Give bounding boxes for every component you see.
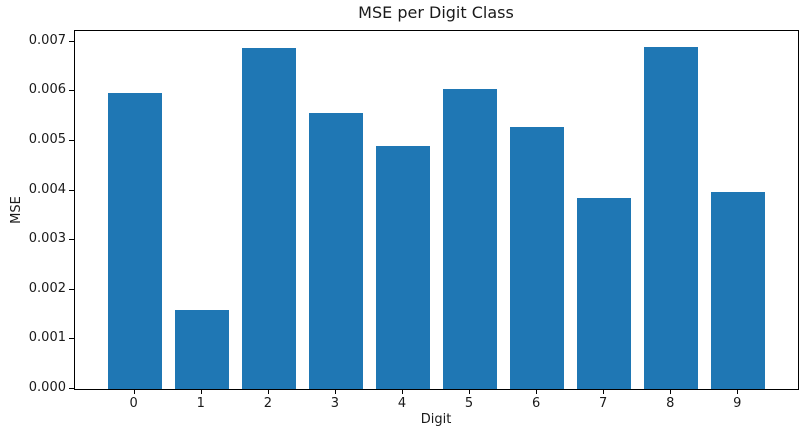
x-tick-mark	[670, 389, 672, 394]
x-tick-label: 1	[196, 396, 205, 411]
y-axis-label: MSE	[9, 196, 24, 224]
x-tick-label: 3	[330, 396, 340, 411]
y-tick-label: 0.000	[28, 380, 66, 395]
bar-digit-6	[510, 126, 564, 389]
plot-area	[74, 30, 799, 390]
bar-digit-1	[174, 310, 229, 389]
y-tick-mark	[69, 40, 74, 42]
y-tick-mark	[69, 140, 74, 142]
bar-digit-7	[577, 197, 631, 389]
x-tick-mark	[133, 389, 135, 394]
x-tick-mark	[334, 389, 336, 394]
x-tick-mark	[469, 389, 471, 394]
bar-digit-3	[309, 112, 363, 389]
y-tick-mark	[69, 239, 74, 241]
x-tick-mark	[737, 389, 739, 394]
x-tick-mark	[603, 389, 605, 394]
x-tick-mark	[536, 389, 538, 394]
x-tick-label: 6	[531, 396, 541, 411]
y-tick-mark	[69, 338, 74, 340]
y-tick-mark	[69, 90, 74, 92]
bar-digit-8	[644, 47, 699, 389]
x-tick-mark	[401, 389, 403, 394]
y-tick-label: 0.006	[28, 82, 66, 98]
bar-digit-5	[443, 89, 497, 389]
bar-digit-4	[376, 145, 430, 389]
x-tick-mark	[200, 389, 202, 394]
chart-title: MSE per Digit Class	[358, 3, 514, 22]
x-tick-label: 4	[397, 396, 407, 411]
y-tick-mark	[69, 288, 74, 290]
y-tick-label: 0.005	[28, 132, 66, 148]
x-tick-label: 2	[263, 396, 272, 411]
y-tick-label: 0.007	[28, 32, 66, 48]
x-axis-label: Digit	[420, 412, 452, 427]
x-tick-label: 7	[599, 396, 608, 411]
x-tick-label: 9	[733, 396, 742, 411]
y-tick-mark	[69, 388, 74, 389]
x-tick-label: 5	[464, 396, 474, 411]
x-tick-mark	[267, 389, 269, 394]
x-tick-label: 0	[129, 396, 138, 411]
y-tick-mark	[69, 189, 74, 191]
y-tick-label: 0.001	[28, 330, 66, 346]
y-tick-label: 0.002	[28, 280, 66, 296]
y-tick-label: 0.004	[28, 181, 66, 197]
y-tick-label: 0.003	[28, 231, 66, 247]
bar-digit-9	[711, 191, 766, 389]
x-tick-label: 8	[666, 396, 675, 411]
bar-digit-2	[242, 47, 296, 389]
bar-digit-0	[107, 93, 162, 389]
